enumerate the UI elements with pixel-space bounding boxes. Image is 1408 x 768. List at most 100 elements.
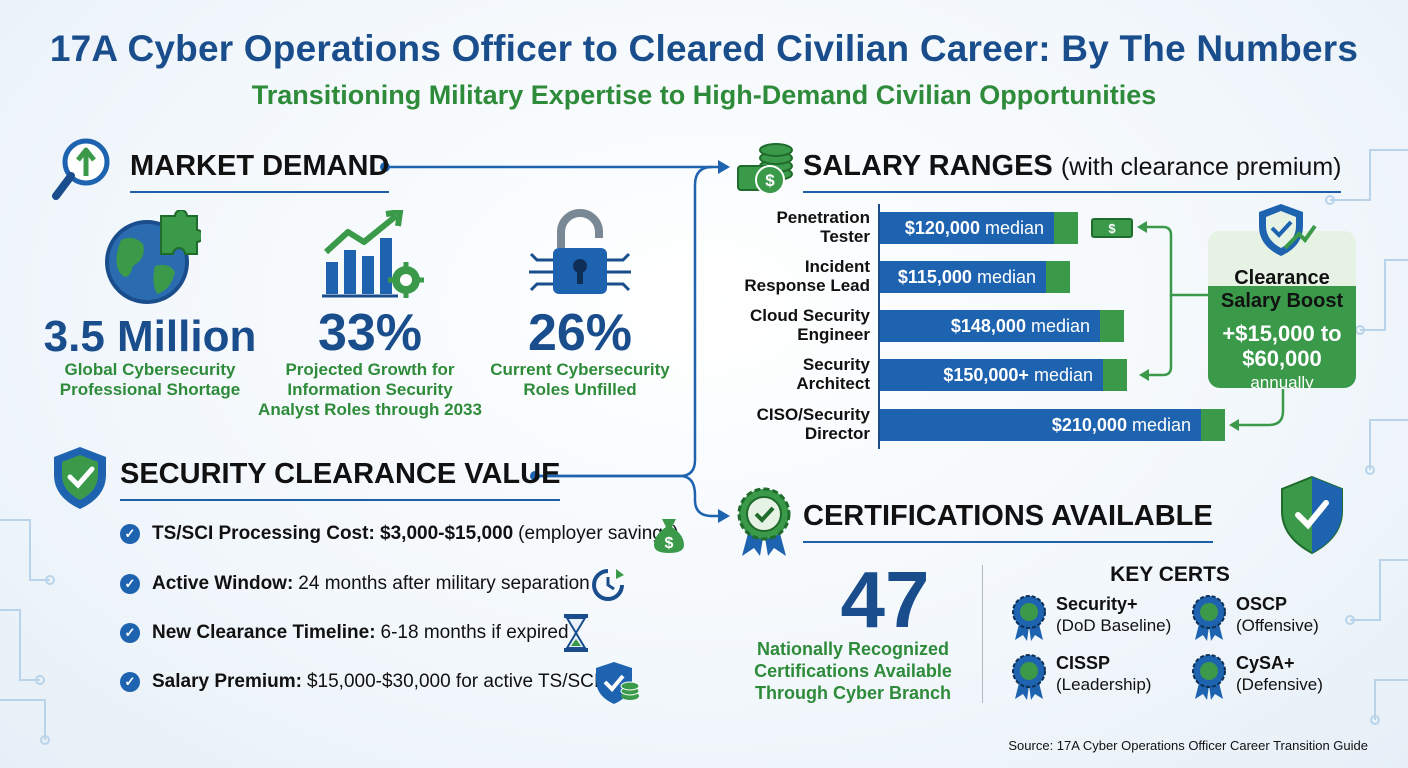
boost-title-line: Clearance xyxy=(1234,267,1330,289)
check-icon: ✓ xyxy=(120,672,140,692)
bar-unit: median xyxy=(976,266,1036,287)
globe-puzzle-icon xyxy=(105,210,201,304)
key-cert-item: Security+ (DoD Baseline) xyxy=(1010,594,1171,642)
caption-line: Professional Shortage xyxy=(59,380,241,399)
svg-text:$: $ xyxy=(1108,221,1116,236)
bar-label-line: Engineer xyxy=(797,325,870,344)
bar-label-line: Penetration xyxy=(776,208,870,227)
bar-value: $150,000+ xyxy=(943,364,1029,385)
stat-unfilled-value: 26% xyxy=(527,304,633,362)
salary-bar-premium xyxy=(1201,409,1225,441)
award-badge-icon xyxy=(737,487,791,556)
cert-description: (Leadership) xyxy=(1056,675,1152,694)
bar-label: Security Architect xyxy=(700,355,870,393)
bar-label: Penetration Tester xyxy=(700,208,870,246)
bar-label: Incident Response Lead xyxy=(700,257,870,295)
caption-line: Projected Growth for xyxy=(285,360,455,379)
caption-line: Through Cyber Branch xyxy=(754,683,951,703)
caption-line: Global Cybersecurity xyxy=(64,360,236,379)
key-certs-title: KEY CERTS xyxy=(1110,563,1230,586)
market-demand-title: MARKET DEMAND xyxy=(130,150,390,193)
stat-shortage-caption: Global Cybersecurity Professional Shorta… xyxy=(30,360,270,400)
clearance-item-label: TS/SCI Processing Cost: $3,000-$15,000 xyxy=(152,523,514,544)
salary-title-suffix: (with clearance premium) xyxy=(1060,153,1342,181)
check-icon: ✓ xyxy=(120,574,140,594)
money-stack-icon: $ xyxy=(737,143,793,195)
bar-label-line: Architect xyxy=(796,374,870,393)
check-icon: ✓ xyxy=(120,524,140,544)
caption-line: Analyst Roles through 2033 xyxy=(258,400,482,419)
clearance-item-text: 6-18 months if expired xyxy=(380,622,569,643)
bar-label-line: CISO/Security xyxy=(756,405,870,424)
stat-unfilled-caption: Current Cybersecurity Roles Unfilled xyxy=(470,360,690,400)
clearance-boost-box: Clearance Salary Boost +$15,000 to $60,0… xyxy=(1208,231,1356,392)
salary-title-text: SALARY RANGES xyxy=(803,150,1053,182)
medal-icon xyxy=(1192,595,1226,641)
clearance-item: ✓ Salary Premium: $15,000-$30,000 for ac… xyxy=(120,671,599,693)
clearance-title: SECURITY CLEARANCE VALUE xyxy=(120,458,561,501)
money-bag-icon: $ xyxy=(654,519,684,553)
cert-name: OSCP xyxy=(1236,594,1288,614)
growth-chart-icon xyxy=(322,210,424,298)
svg-text:$: $ xyxy=(765,171,775,190)
bar-label-line: Cloud Security xyxy=(750,306,870,325)
salary-title: SALARY RANGES (with clearance premium) xyxy=(803,150,1342,193)
clearance-item: ✓ Active Window: 24 months after militar… xyxy=(120,573,590,595)
caption-line: Information Security xyxy=(287,380,453,399)
clearance-item-text: $15,000-$30,000 for active TS/SCI xyxy=(306,671,600,692)
dollar-bill-icon: $ xyxy=(1091,218,1133,238)
cert-divider xyxy=(982,565,983,703)
bar-unit: median xyxy=(984,217,1044,238)
caption-line: Certifications Available xyxy=(754,661,952,681)
clock-refresh-icon xyxy=(592,569,624,601)
bar-label-line: Director xyxy=(804,424,870,443)
shield-growth-icon xyxy=(1259,204,1317,256)
boost-title: Clearance Salary Boost xyxy=(1208,231,1356,313)
cert-description: (DoD Baseline) xyxy=(1056,616,1172,635)
clearance-item: ✓ TS/SCI Processing Cost: $3,000-$15,000… xyxy=(120,523,679,545)
bar-label-line: Tester xyxy=(820,227,870,246)
bar-unit: median xyxy=(1030,315,1090,336)
salary-bar: $148,000 median xyxy=(880,310,1100,342)
bar-label-line: Incident xyxy=(804,257,870,276)
clearance-item-text: (employer savings) xyxy=(518,523,679,544)
boost-arrows xyxy=(1137,221,1285,431)
key-cert-item: OSCP (Offensive) xyxy=(1190,594,1319,642)
cert-count-caption: Nationally Recognized Certifications Ava… xyxy=(740,638,966,704)
page-subtitle: Transitioning Military Expertise to High… xyxy=(251,80,1157,110)
shield-circuit-icon xyxy=(1281,475,1343,555)
page-title: 17A Cyber Operations Officer to Cleared … xyxy=(49,28,1359,69)
key-cert-item: CySA+ (Defensive) xyxy=(1190,653,1323,701)
bar-unit: median xyxy=(1033,364,1093,385)
salary-axis xyxy=(878,204,880,449)
salary-bar: $120,000 median xyxy=(880,212,1054,244)
bar-label: CISO/Security Director xyxy=(700,405,870,443)
shield-coins-icon xyxy=(596,662,640,704)
cert-name: CISSP xyxy=(1056,653,1111,673)
bar-unit: median xyxy=(1131,414,1191,435)
bar-label-line: Security xyxy=(802,355,870,374)
source-note: Source: 17A Cyber Operations Officer Car… xyxy=(1008,738,1368,753)
salary-bar: $115,000 median xyxy=(880,261,1046,293)
caption-line: Roles Unfilled xyxy=(523,380,637,399)
stat-growth-value: 33% xyxy=(317,304,423,362)
clearance-item-label: Active Window: xyxy=(152,573,294,594)
salary-bar: $150,000+ median xyxy=(880,359,1103,391)
cert-name: Security+ xyxy=(1056,594,1138,614)
medal-icon xyxy=(1192,654,1226,700)
medal-icon xyxy=(1012,595,1046,641)
cert-count: 47 xyxy=(840,555,930,644)
boost-period: annually xyxy=(1250,373,1314,392)
hourglass-icon xyxy=(564,614,588,652)
clearance-item-text: 24 months after military separation xyxy=(298,573,590,594)
clearance-item-label: Salary Premium: xyxy=(152,671,302,692)
certifications-title: CERTIFICATIONS AVAILABLE xyxy=(803,500,1213,543)
clearance-item-label: New Clearance Timeline: xyxy=(152,622,376,643)
boost-amount-line: +$15,000 to xyxy=(1222,321,1342,346)
svg-text:$: $ xyxy=(665,535,674,552)
cert-description: (Defensive) xyxy=(1236,675,1323,694)
bar-label: Cloud Security Engineer xyxy=(700,306,870,344)
salary-bar-premium xyxy=(1046,261,1070,293)
